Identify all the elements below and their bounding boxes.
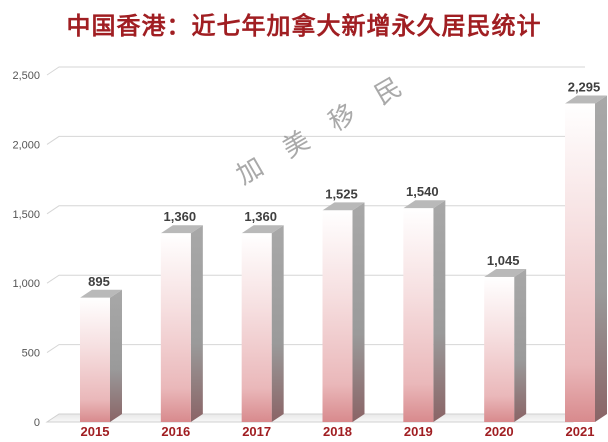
data-label: 1,360 (244, 209, 277, 224)
bar-front (322, 210, 353, 422)
bar-top (403, 200, 446, 209)
data-label: 1,525 (325, 186, 358, 201)
gridline (46, 205, 585, 215)
bar-top (322, 202, 365, 211)
y-tick-label: 1,500 (12, 209, 40, 221)
y-tick-label: 0 (34, 417, 40, 429)
x-tick-label: 2015 (81, 424, 110, 439)
bar-top (484, 268, 527, 277)
bar-side (352, 202, 365, 422)
bar-front (484, 276, 515, 422)
bar-2016 (160, 225, 203, 422)
gridline (46, 66, 585, 76)
bar-2018 (322, 202, 365, 422)
y-tick-label: 1,000 (12, 278, 40, 290)
bar-side (514, 268, 527, 422)
x-tick-label: 2016 (161, 424, 190, 439)
bar-side (271, 225, 284, 422)
y-tick-label: 500 (22, 348, 40, 360)
bar-side (190, 225, 203, 422)
y-tick-label: 2,000 (12, 139, 40, 151)
gridline (46, 135, 585, 145)
y-tick-label: 2,500 (12, 70, 40, 82)
x-tick-label: 2017 (242, 424, 271, 439)
chart-title: 中国香港：近七年加拿大新增永久居民统计 (66, 11, 542, 40)
bar-front (403, 208, 434, 422)
bar-top (241, 225, 284, 234)
bar-top (160, 225, 203, 234)
bar-front (160, 233, 191, 422)
bar-side (595, 95, 607, 422)
bar-2019 (403, 200, 446, 422)
x-tick-label: 2019 (404, 424, 433, 439)
x-tick-label: 2021 (566, 424, 595, 439)
bar-front (80, 297, 110, 422)
bar-2017 (241, 225, 284, 422)
data-label: 1,360 (164, 209, 197, 224)
bar-front (565, 103, 595, 422)
bar-2020 (484, 268, 527, 422)
bar-2015 (80, 289, 122, 422)
data-label: 2,295 (568, 79, 601, 94)
bar-side (110, 289, 122, 422)
data-label: 1,045 (487, 253, 520, 268)
x-tick-label: 2020 (485, 424, 514, 439)
bar-top (80, 289, 122, 298)
bar-top (565, 95, 607, 104)
x-tick-label: 2018 (323, 424, 352, 439)
bar-side (433, 200, 446, 422)
data-label: 1,540 (406, 184, 439, 199)
data-label: 895 (88, 274, 110, 289)
bar-front (241, 233, 272, 422)
watermark-text: 加 美 移 民 (231, 66, 415, 190)
bar-2021 (565, 95, 607, 422)
